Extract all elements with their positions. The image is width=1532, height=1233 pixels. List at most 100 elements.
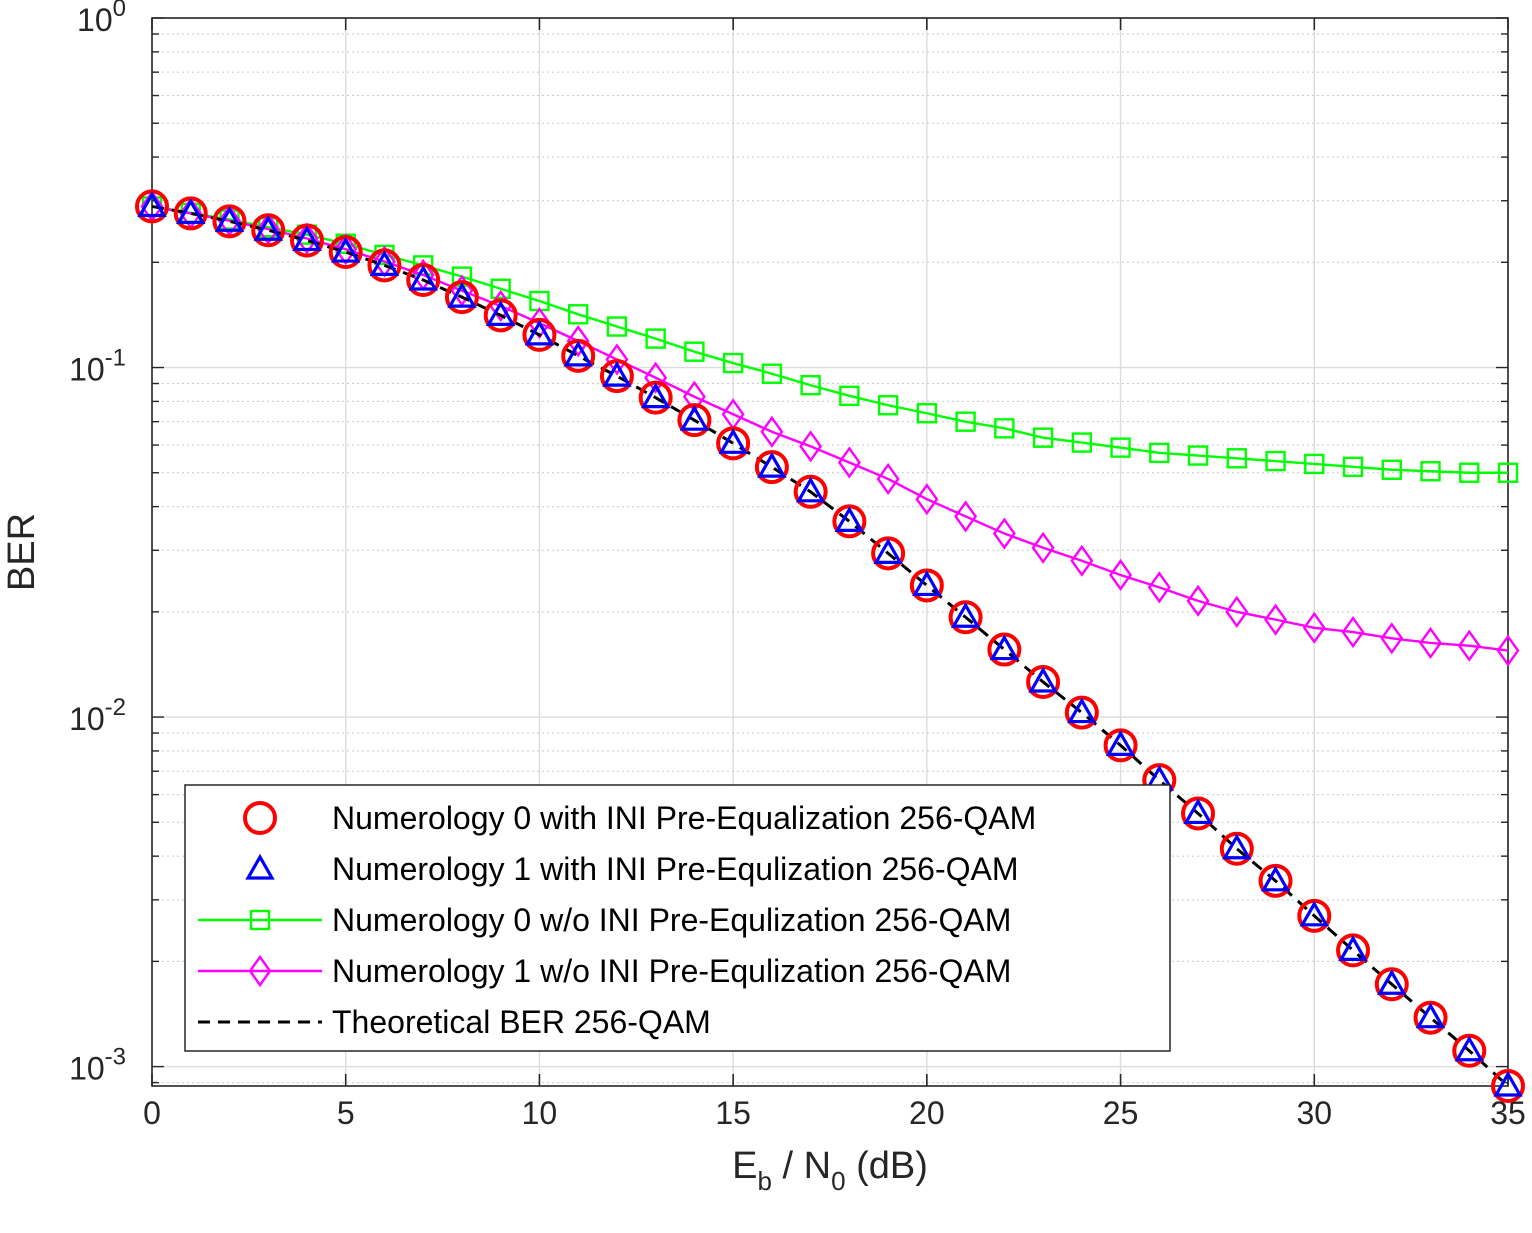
data-point-num1-with-ini: [408, 264, 438, 291]
data-point-num1-without-ini: [566, 325, 590, 358]
data-point-num0-without-ini: [606, 316, 628, 337]
data-point-num1-with-ini: [1377, 969, 1407, 995]
y-tick-label-base: 10: [69, 1051, 105, 1087]
data-point-num0-without-ini: [567, 304, 589, 325]
x-axis-label: Eb / N0 (dB): [732, 1145, 928, 1196]
data-point-num1-with-ini: [1222, 833, 1252, 860]
data-point-num0-without-ini: [1187, 445, 1209, 466]
data-point-num1-with-ini: [834, 506, 865, 532]
data-point-num0-without-ini: [722, 352, 744, 374]
data-point-num0-without-ini: [877, 395, 899, 416]
series-theoretical: [151, 204, 1510, 1088]
data-point-num0-without-ini: [839, 385, 860, 407]
data-point-num1-without-ini: [1147, 571, 1171, 604]
data-point-num1-without-ini: [527, 307, 551, 340]
data-point-num1-with-ini: [718, 428, 748, 454]
data-point-num1-without-ini: [1496, 634, 1520, 667]
data-point-num0-without-ini: [1420, 461, 1441, 482]
data-point-num1-without-ini: [1419, 626, 1442, 659]
x-axis-label-sub-b: b: [757, 1166, 771, 1196]
data-point-num1-without-ini: [1341, 616, 1365, 649]
axes-box: [151, 17, 1509, 1087]
data-point-num0-without-ini: [1265, 450, 1286, 472]
data-point-num1-with-ini: [912, 570, 942, 597]
data-point-num0-without-ini: [1149, 442, 1170, 464]
data-point-num1-without-ini: [1109, 558, 1133, 592]
data-point-num0-without-ini: [490, 278, 511, 299]
data-point-num1-without-ini: [334, 233, 358, 266]
data-point-num1-with-ini: [602, 360, 632, 387]
data-point-num0-without-ini: [916, 403, 938, 424]
data-point-num0-without-ini: [1459, 462, 1480, 483]
data-point-num1-with-ini: [1415, 1002, 1446, 1029]
x-axis-label-sub-0: 0: [831, 1166, 845, 1196]
data-point-num1-with-ini: [950, 602, 981, 628]
data-point-num1-with-ini: [137, 191, 167, 218]
y-tick-label-exponent: -3: [105, 1044, 126, 1071]
y-tick-label: 100: [77, 0, 126, 38]
series-num1-with-ini: [137, 191, 1523, 1097]
legend-marker-num0-without-ini: [249, 909, 271, 931]
data-point-num1-with-ini: [292, 225, 322, 252]
legend-label-theoretical: Theoretical BER 256-QAM: [332, 1004, 711, 1040]
data-point-num1-with-ini: [1338, 935, 1368, 961]
data-point-num1-without-ini: [605, 343, 629, 376]
data-point-num1-without-ini: [992, 517, 1016, 550]
data-point-num1-with-ini: [214, 206, 245, 232]
data-point-num0-without-ini: [1381, 459, 1402, 480]
data-point-num1-with-ini: [1067, 697, 1097, 724]
data-point-num1-without-ini: [1070, 544, 1094, 577]
legend-label-num1-with-ini: Numerology 1 with INI Pre-Equlization 25…: [332, 851, 1019, 887]
data-point-num0-without-ini: [1304, 453, 1325, 475]
data-point-num0-without-ini: [761, 363, 783, 384]
data-point-num1-with-ini: [253, 215, 283, 241]
legend: Numerology 0 with INI Pre-Equalization 2…: [184, 784, 1171, 1052]
data-point-num1-with-ini: [563, 340, 593, 367]
data-point-num1-with-ini: [175, 198, 206, 225]
data-point-num0-without-ini: [1071, 432, 1093, 453]
data-point-num1-with-ini: [640, 382, 671, 409]
data-point-num1-without-ini: [256, 212, 280, 246]
x-axis-label-main: E: [732, 1145, 757, 1187]
series-line-num1-without-ini: [151, 205, 1509, 652]
data-point-num1-with-ini: [1299, 900, 1330, 927]
data-point-num1-with-ini: [485, 300, 516, 326]
data-point-num1-without-ini: [954, 500, 978, 533]
y-tick-label-base: 10: [69, 352, 105, 388]
data-point-num1-with-ini: [1105, 730, 1136, 756]
x-tick-label: 25: [1103, 1095, 1139, 1131]
legend-label-num0-without-ini: Numerology 0 w/o INI Pre-Equlization 256…: [332, 902, 1011, 938]
x-tick-label: 30: [1296, 1095, 1332, 1131]
data-point-num1-with-ini: [873, 538, 903, 564]
legend-label-num1-without-ini: Numerology 1 w/o INI Pre-Equlization 256…: [332, 953, 1011, 989]
y-tick-label-base: 10: [77, 2, 113, 38]
legend-marker-num1-with-ini: [245, 853, 275, 880]
data-point-num1-without-ini: [799, 430, 823, 463]
data-point-num1-with-ini: [369, 250, 400, 276]
y-tick-label-exponent: -2: [105, 694, 126, 721]
x-tick-label: 20: [909, 1095, 945, 1131]
data-point-num0-without-ini: [1110, 437, 1131, 458]
data-point-num1-without-ini: [915, 483, 939, 516]
x-axis-label-tail: (dB): [846, 1145, 928, 1187]
data-point-num1-with-ini: [1454, 1035, 1485, 1062]
data-point-num1-without-ini: [1031, 531, 1055, 564]
y-tick-label: 10-3: [69, 1044, 126, 1087]
data-point-num1-with-ini: [679, 404, 710, 431]
data-point-num1-without-ini: [1186, 584, 1210, 617]
data-point-num0-without-ini: [684, 341, 705, 362]
data-point-num1-with-ini: [1260, 865, 1291, 892]
data-point-num1-with-ini: [524, 319, 555, 346]
data-point-num1-without-ini: [1302, 611, 1326, 644]
data-point-num1-with-ini: [1028, 666, 1058, 693]
data-point-num0-without-ini: [955, 411, 976, 432]
y-tick-label: 10-2: [69, 694, 126, 737]
y-tick-label-exponent: -1: [105, 345, 126, 372]
legend-label-num0-with-ini: Numerology 0 with INI Pre-Equalization 2…: [332, 800, 1036, 836]
data-point-num0-without-ini: [1342, 456, 1364, 477]
y-tick-label: 10-1: [69, 345, 126, 388]
data-point-num0-without-ini: [1497, 462, 1519, 483]
legend-symbols: [198, 801, 322, 1024]
series-group: [135, 189, 1525, 1103]
